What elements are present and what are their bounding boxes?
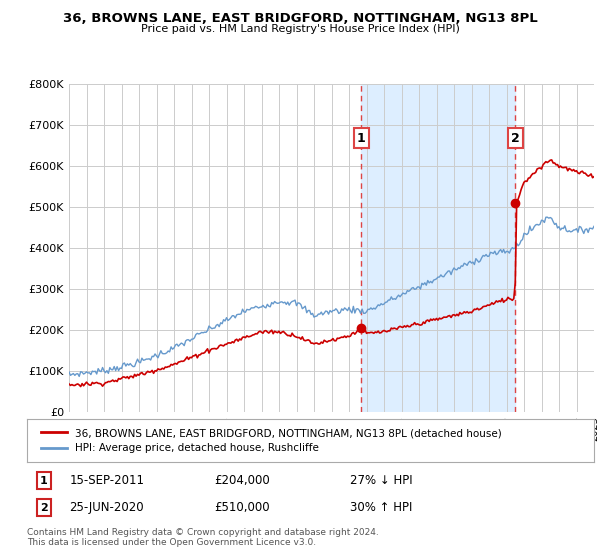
Text: 15-SEP-2011: 15-SEP-2011 <box>70 474 145 487</box>
Text: 1: 1 <box>40 475 48 486</box>
Text: Price paid vs. HM Land Registry's House Price Index (HPI): Price paid vs. HM Land Registry's House … <box>140 24 460 34</box>
Text: 2: 2 <box>511 132 520 144</box>
Text: £204,000: £204,000 <box>214 474 270 487</box>
Text: 2: 2 <box>40 503 48 513</box>
Text: Contains HM Land Registry data © Crown copyright and database right 2024.
This d: Contains HM Land Registry data © Crown c… <box>27 528 379 547</box>
Text: 30% ↑ HPI: 30% ↑ HPI <box>350 501 413 514</box>
Text: 25-JUN-2020: 25-JUN-2020 <box>70 501 144 514</box>
Text: £510,000: £510,000 <box>214 501 270 514</box>
Bar <box>361 84 515 412</box>
Text: 27% ↓ HPI: 27% ↓ HPI <box>350 474 413 487</box>
Text: 1: 1 <box>357 132 366 144</box>
Legend: 36, BROWNS LANE, EAST BRIDGFORD, NOTTINGHAM, NG13 8PL (detached house), HPI: Ave: 36, BROWNS LANE, EAST BRIDGFORD, NOTTING… <box>38 425 505 456</box>
Text: 36, BROWNS LANE, EAST BRIDGFORD, NOTTINGHAM, NG13 8PL: 36, BROWNS LANE, EAST BRIDGFORD, NOTTING… <box>62 12 538 25</box>
